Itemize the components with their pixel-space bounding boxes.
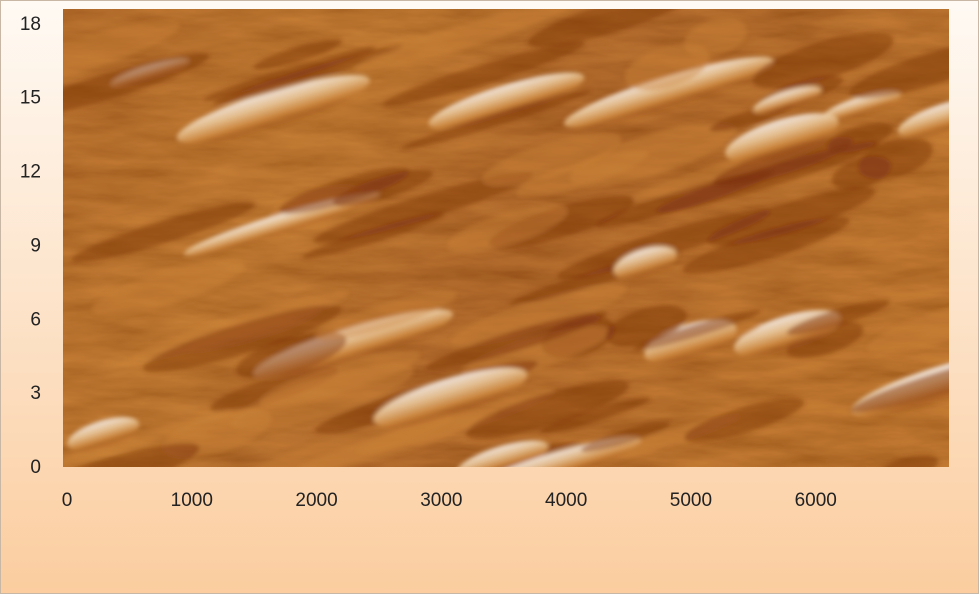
surface-ridge (382, 41, 586, 107)
surface-ridge (315, 290, 457, 341)
surface-ridge (624, 44, 710, 91)
surface-ridge (516, 150, 649, 197)
x-tick-label: 6000 (795, 490, 837, 511)
surface-ridge (897, 96, 949, 138)
surface-ridge (684, 398, 805, 443)
surface-ridge (212, 45, 403, 105)
surface-ridge (183, 192, 380, 256)
surface-ridge (482, 132, 622, 187)
surface-ridge (556, 209, 771, 279)
surface-ridge (580, 421, 671, 452)
surface-ridge (450, 284, 627, 346)
x-tick-label: 1000 (171, 490, 213, 511)
x-axis-ticks: 0 1000 2000 3000 4000 5000 6000 (62, 490, 837, 511)
y-tick-label: 0 (30, 457, 41, 478)
surface-ridge (725, 113, 839, 162)
surface-ridge (63, 409, 233, 467)
surface-ridge (428, 72, 585, 129)
x-tick-label: 5000 (670, 490, 712, 511)
surface-ridge (279, 167, 410, 214)
heatmap-image (63, 9, 949, 467)
surface-ridge (354, 9, 572, 72)
surface-ridge (92, 258, 245, 316)
surface-ridge (63, 53, 210, 121)
x-tick-label: 2000 (295, 490, 337, 511)
surface-ridge (63, 442, 200, 467)
surface-ridge (613, 246, 677, 280)
surface-ridge (874, 454, 939, 467)
x-tick-label: 3000 (420, 490, 462, 511)
surface-ridge (425, 311, 607, 370)
surface-ridge (447, 204, 568, 253)
surface-ridge (633, 309, 762, 351)
surface-ridge (564, 56, 774, 128)
surface-ridge (682, 216, 850, 275)
surface-ridge (63, 20, 181, 98)
surface-ridge (176, 74, 371, 144)
surface-ridge (203, 46, 376, 101)
surface-ridge (401, 89, 592, 150)
x-tick-label: 4000 (545, 490, 587, 511)
surface-ridge (465, 380, 630, 439)
y-axis-ticks: 0 3 6 9 12 15 18 (20, 14, 41, 478)
surface-ridge (848, 40, 949, 99)
surface-ridge (373, 367, 528, 427)
surface-ridges (63, 9, 949, 467)
y-tick-label: 15 (20, 88, 41, 109)
surface-ridge (236, 331, 347, 379)
surface-ridge (656, 141, 880, 213)
surface-ridge (683, 18, 747, 58)
surface-ridge (230, 363, 414, 432)
surface-ridge (71, 202, 255, 263)
surface-ridge (827, 123, 893, 153)
surface-ridge (235, 413, 454, 467)
surface-ridge (540, 397, 651, 433)
surface-ridge (753, 86, 822, 114)
y-tick-label: 6 (30, 309, 41, 330)
surface-ridge (527, 9, 696, 48)
surface-ridge (302, 213, 445, 259)
surface-ridge (822, 91, 901, 121)
surface-ridge (253, 38, 343, 70)
surface-ridge (867, 301, 949, 354)
surface-ridge (786, 299, 890, 335)
surface-ridge (462, 436, 641, 467)
y-tick-label: 18 (20, 14, 41, 35)
surface-ridge (752, 32, 894, 89)
surface-ridge (67, 417, 140, 451)
surface-ridge (786, 322, 864, 359)
surface-ridge (850, 350, 949, 413)
surface-ridge (858, 137, 933, 180)
y-tick-label: 9 (30, 235, 41, 256)
surface-ridge (707, 187, 876, 246)
x-tick-label: 0 (62, 490, 73, 511)
y-tick-label: 12 (20, 162, 41, 183)
surface-ridge (313, 172, 534, 244)
surface-ridge (456, 440, 549, 467)
y-tick-label: 3 (30, 383, 41, 404)
surface-ridge (142, 305, 342, 373)
